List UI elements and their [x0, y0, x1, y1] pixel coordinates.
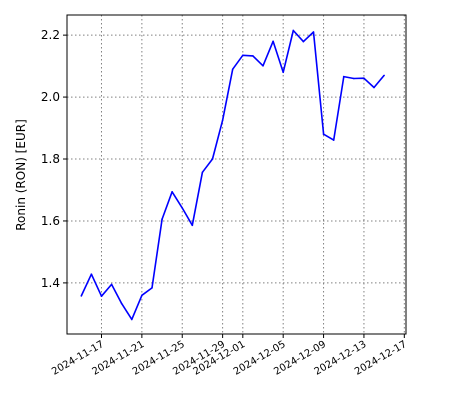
data-point — [141, 294, 143, 297]
data-point — [302, 40, 305, 43]
data-point — [80, 295, 83, 297]
data-point — [151, 287, 153, 289]
data-point — [221, 119, 224, 122]
data-point — [272, 40, 274, 43]
series-group — [80, 29, 385, 321]
data-point — [373, 86, 375, 89]
data-point — [292, 29, 295, 32]
data-point — [171, 191, 173, 193]
data-point — [332, 139, 335, 141]
data-point — [181, 207, 184, 209]
data-point — [242, 54, 244, 57]
y-tick-label: 2.0 — [41, 90, 60, 104]
series-line — [80, 29, 385, 321]
data-point — [201, 171, 204, 174]
data-point — [231, 68, 234, 70]
data-point — [312, 31, 315, 33]
data-point — [120, 302, 123, 305]
data-point — [110, 283, 113, 286]
x-axis: 2024-11-172024-11-212024-11-252024-11-29… — [50, 334, 409, 378]
grid-lines — [67, 15, 406, 334]
y-tick-label: 1.6 — [41, 214, 60, 228]
data-point — [130, 318, 133, 321]
data-point — [191, 224, 194, 227]
data-point — [342, 75, 345, 78]
data-point — [161, 218, 163, 220]
data-point — [383, 74, 385, 77]
data-point — [282, 71, 284, 74]
y-axis-label: Ronin (RON) [EUR] — [14, 119, 28, 231]
y-tick-label: 1.4 — [41, 276, 60, 290]
data-point — [100, 295, 103, 298]
y-tick-label: 2.2 — [41, 28, 60, 42]
data-point — [353, 77, 355, 80]
plot-frame — [66, 14, 407, 335]
data-point — [363, 77, 365, 79]
data-point — [90, 273, 93, 276]
data-point — [322, 133, 325, 136]
y-tick-label: 1.8 — [41, 152, 60, 166]
data-point — [252, 55, 254, 57]
data-point — [211, 158, 214, 160]
y-axis: 1.4 1.6 1.8 2.0 2.2 — [41, 28, 67, 290]
data-point — [262, 64, 264, 67]
